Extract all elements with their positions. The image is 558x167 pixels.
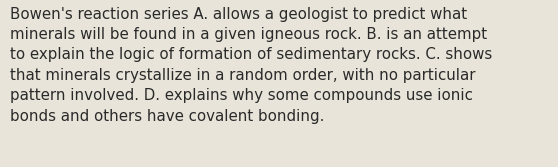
Text: Bowen's reaction series A. allows a geologist to predict what
minerals will be f: Bowen's reaction series A. allows a geol… [10,7,492,124]
